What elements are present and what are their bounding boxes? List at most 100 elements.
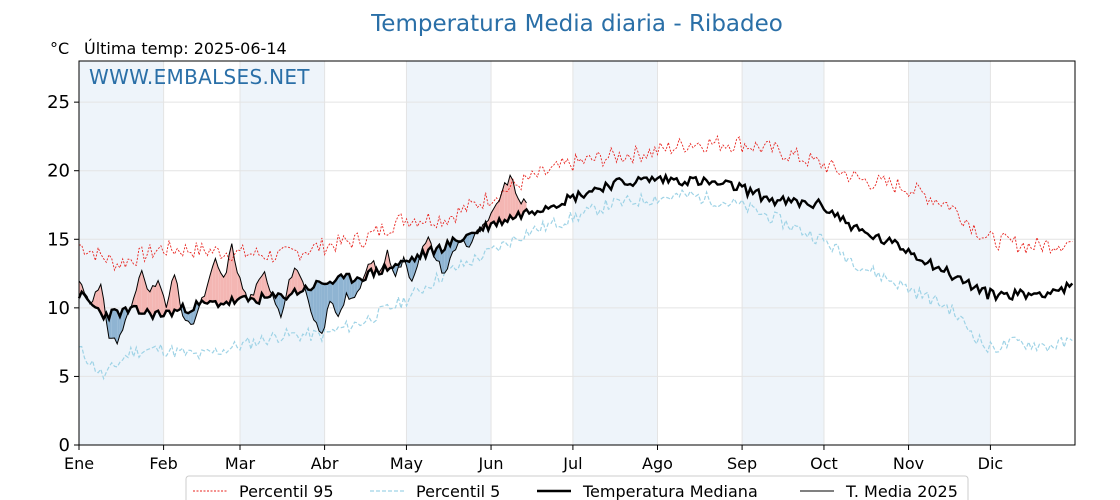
anomaly-above-area bbox=[502, 182, 505, 225]
legend-label: T. Media 2025 bbox=[845, 482, 958, 500]
anomaly-below-area bbox=[280, 294, 284, 318]
plot-frame bbox=[78, 60, 1076, 446]
anomaly-above-area bbox=[136, 277, 139, 314]
anomaly-below-area bbox=[469, 232, 472, 248]
anomaly-below-area bbox=[447, 240, 451, 269]
anomaly-above-area bbox=[174, 274, 178, 311]
series-temperatura-mediana bbox=[77, 172, 1074, 323]
anomaly-below-area bbox=[409, 257, 412, 282]
anomaly-above-area bbox=[169, 281, 172, 316]
anomaly-above-area bbox=[158, 280, 161, 317]
x-tick-label: Abr bbox=[311, 454, 339, 473]
x-axis: Ene Feb Mar Abr May Jun Jul Ago Sep Oct Nov Dic bbox=[64, 445, 1003, 473]
anomaly-below-area bbox=[122, 307, 126, 330]
anomaly-below-area bbox=[185, 312, 189, 322]
anomaly-above-area bbox=[521, 198, 524, 219]
month-band bbox=[908, 61, 991, 445]
anomaly-below-area bbox=[341, 274, 344, 310]
series-t-media-2025 bbox=[78, 173, 527, 346]
anomaly-above-area bbox=[95, 290, 99, 309]
anomaly-above-area bbox=[229, 243, 232, 305]
x-tick-label: Jun bbox=[478, 454, 504, 473]
month-band bbox=[572, 61, 658, 445]
anomaly-above-area bbox=[240, 277, 243, 298]
anomaly-below-area bbox=[111, 309, 115, 339]
anomaly-below-area bbox=[335, 276, 339, 317]
anomaly-below-area bbox=[351, 280, 355, 299]
anomaly-below-area bbox=[319, 281, 322, 334]
anomaly-above-area bbox=[133, 290, 137, 307]
anomaly-above-area bbox=[139, 270, 142, 314]
last-temp-label: Última temp: 2025-06-14 bbox=[84, 39, 287, 58]
anomaly-above-area bbox=[218, 267, 221, 307]
y-tick-label: 5 bbox=[59, 366, 70, 387]
month-band bbox=[79, 61, 164, 445]
anomaly-above-area bbox=[100, 284, 104, 319]
anomaly-above-area bbox=[289, 277, 292, 296]
month-band bbox=[239, 61, 325, 445]
y-axis: 0 5 10 15 20 25 bbox=[47, 92, 79, 456]
anomaly-above-area bbox=[226, 254, 230, 305]
anomaly-below-area bbox=[316, 281, 320, 332]
legend-label: Percentil 5 bbox=[416, 482, 500, 500]
y-tick-label: 15 bbox=[47, 229, 70, 250]
legend-label: Temperatura Mediana bbox=[582, 482, 758, 500]
anomaly-above-area bbox=[207, 275, 210, 304]
anomaly-above-area bbox=[212, 258, 216, 302]
chart-title: Temperatura Media diaria - Ribadeo bbox=[370, 11, 783, 37]
anomaly-above-area bbox=[297, 270, 300, 295]
anomaly-below-area bbox=[357, 277, 361, 292]
anomaly-above-area bbox=[300, 276, 303, 293]
anomaly-above-area bbox=[152, 285, 156, 319]
legend: Percentil 95 Percentil 5 Temperatura Media… bbox=[185, 475, 969, 500]
anomaly-above-area bbox=[237, 272, 240, 300]
series-percentil-95 bbox=[78, 134, 1073, 272]
x-tick-label: Jul bbox=[562, 454, 582, 473]
anomaly-above-area bbox=[220, 273, 224, 305]
anomaly-above-area bbox=[507, 175, 511, 222]
x-tick-label: Sep bbox=[727, 454, 757, 473]
anomaly-above-area bbox=[147, 288, 150, 314]
anomaly-above-area bbox=[149, 285, 153, 319]
anomaly-below-area bbox=[343, 274, 347, 305]
anomaly-above-area bbox=[261, 271, 265, 298]
month-band bbox=[742, 61, 824, 445]
anomaly-below-area bbox=[324, 283, 328, 328]
x-tick-label: Feb bbox=[149, 454, 177, 473]
anomaly-below-area bbox=[349, 274, 352, 300]
anomaly-above-area bbox=[215, 258, 219, 307]
anomaly-above-area bbox=[171, 274, 175, 316]
series-percentil-5 bbox=[78, 188, 1073, 381]
anomaly-below-area bbox=[330, 281, 333, 304]
anomaly-below-area bbox=[466, 233, 470, 248]
anomaly-above-area bbox=[155, 280, 159, 312]
x-tick-label: Nov bbox=[893, 454, 924, 473]
anomaly-below-area bbox=[338, 274, 341, 317]
anomaly-below-area bbox=[308, 289, 311, 312]
anomaly-below-area bbox=[346, 274, 350, 300]
anomaly-above-area bbox=[242, 288, 246, 297]
x-tick-label: Mar bbox=[225, 454, 256, 473]
x-tick-label: Ene bbox=[64, 454, 94, 473]
anomaly-below-area bbox=[190, 310, 194, 325]
anomaly-above-area bbox=[510, 175, 513, 219]
legend-label: Percentil 95 bbox=[239, 482, 334, 500]
unit-label: °C bbox=[50, 39, 69, 58]
anomaly-above-area bbox=[256, 279, 260, 304]
legend-box bbox=[185, 475, 969, 500]
plot-area bbox=[77, 60, 1076, 446]
anomaly-below-area bbox=[114, 309, 118, 344]
anomaly-above-area bbox=[504, 182, 508, 222]
x-tick-label: May bbox=[390, 454, 423, 473]
anomaly-below-area bbox=[441, 249, 445, 274]
anomaly-below-area bbox=[313, 281, 317, 323]
x-tick-label: Ago bbox=[642, 454, 673, 473]
anomaly-above-area bbox=[141, 270, 145, 314]
anomaly-above-area bbox=[493, 203, 497, 226]
anomaly-below-area bbox=[321, 283, 325, 334]
y-tick-label: 25 bbox=[47, 92, 70, 113]
anomaly-above-area bbox=[223, 272, 227, 305]
anomaly-above-area bbox=[291, 268, 295, 294]
y-tick-label: 10 bbox=[47, 298, 70, 319]
